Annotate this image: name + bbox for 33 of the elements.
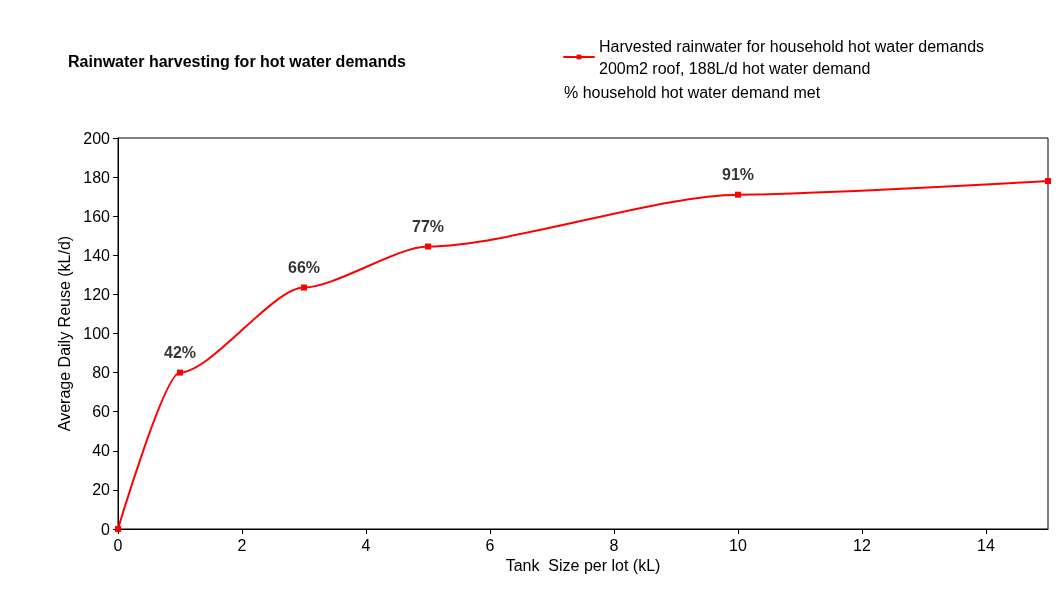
chart-title: Rainwater harvesting for hot water demands xyxy=(68,52,406,70)
x-tick-label: 10 xyxy=(729,536,747,554)
point xyxy=(177,369,183,376)
annotation: 66% xyxy=(287,259,321,277)
text: % household hot water demand met xyxy=(564,83,821,101)
annotation: 91% xyxy=(721,166,755,184)
y-tick-label: 20 xyxy=(92,481,111,499)
y-tick-label: 200 xyxy=(83,129,111,147)
annotation: 42% xyxy=(163,344,197,362)
point xyxy=(735,191,741,198)
x-tick-label: 8 xyxy=(609,536,619,554)
x-tick-label: 14 xyxy=(977,536,995,554)
x-tick-label: 0 xyxy=(113,536,123,554)
y-tick-label: 0 xyxy=(101,520,111,538)
y-axis-title: Average Daily Reuse (kL/d) xyxy=(55,235,73,432)
y-tick-label: 160 xyxy=(83,207,111,225)
point xyxy=(1045,178,1051,185)
y-tick-label: 100 xyxy=(83,325,111,342)
y-tick-label: 40 xyxy=(92,442,111,460)
x-tick-label: 4 xyxy=(361,536,371,554)
x-tick-label: 12 xyxy=(853,536,871,554)
y-tick-label: 60 xyxy=(92,403,111,421)
y-tick-label: 120 xyxy=(83,285,111,303)
y-tick-label: 180 xyxy=(83,168,111,186)
y-tick-label: 140 xyxy=(83,246,111,264)
annotation: 77% xyxy=(411,218,445,235)
point xyxy=(425,243,431,250)
x-axis-title: Tank Size per lot (kL) xyxy=(505,557,661,575)
x-tick-label: 6 xyxy=(485,536,495,554)
point xyxy=(301,284,307,291)
y-tick-label: 80 xyxy=(92,364,111,382)
legend-label: Harvested rainwater for household hot water demands 200m2 roof, 188L/d hot water demand xyxy=(599,37,989,77)
x-tick-label: 2 xyxy=(237,536,247,554)
